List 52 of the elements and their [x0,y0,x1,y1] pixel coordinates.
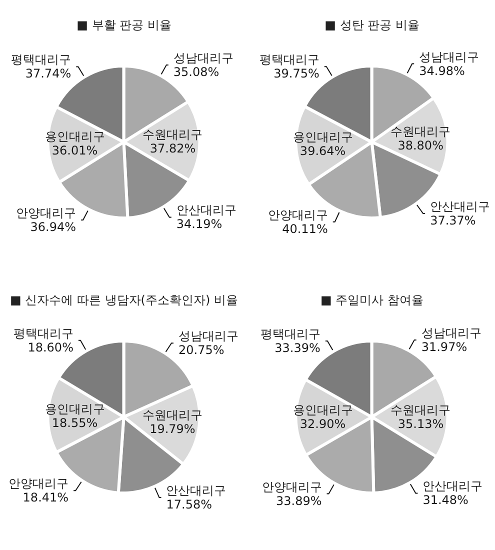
chart-title: ■ 신자수에 따른 냉담자(주소확인자) 비율 [10,293,238,307]
slice-label: 안산대리구 [166,484,226,498]
slice-label: 안산대리구 [430,199,490,214]
slice-label: 성남대리구 [178,329,238,344]
data-label: 38.80% [397,138,443,152]
data-label: 35.13% [397,416,444,431]
slice-label: 평택대리구 [13,326,74,340]
slice-label: 수원대리구 [142,127,203,142]
slice-label: 평택대리구 [11,52,72,67]
data-label: 39.75% [273,66,319,81]
data-label: 31.48% [422,493,468,508]
data-label: 32.90% [299,417,346,432]
data-label: 31.97% [420,340,467,354]
data-label: 20.75% [178,343,224,358]
data-label: 34.19% [176,217,222,232]
data-label: 33.39% [274,340,320,355]
data-label: 37.37% [430,213,476,228]
slice-label: 수원대리구 [390,402,450,417]
slice-label: 성남대리구 [420,326,481,340]
slice-label: 안양대리구 [267,208,328,222]
slice-label: 수원대리구 [142,408,202,422]
slice-label: 안산대리구 [176,203,236,218]
data-label: 35.08% [173,65,220,80]
slice-label: 용인대리구 [292,403,352,418]
data-label: 36.94% [30,220,76,234]
slice-label: 안양대리구 [8,476,69,491]
slice-label: 성남대리구 [418,50,479,64]
data-label: 39.64% [299,144,346,158]
data-label: 18.41% [22,490,69,505]
data-label: 37.82% [150,141,196,156]
data-label: 19.79% [150,422,196,436]
chart-title: ■ 주일미사 참여율 [320,293,423,307]
data-label: 40.11% [282,222,328,236]
data-label: 18.60% [28,340,74,354]
slice-label: 안산대리구 [422,479,482,494]
data-label: 33.89% [275,494,322,508]
chart-title: ■ 부활 판공 비율 [76,18,172,32]
chart-title: ■ 성탄 판공 비율 [324,18,419,32]
slice-label: 용인대리구 [44,402,105,416]
slice-label: 평택대리구 [258,52,319,67]
slice-label: 안양대리구 [261,480,322,494]
slice-label: 성남대리구 [173,51,234,66]
data-label: 36.01% [52,144,98,158]
data-label: 18.55% [52,416,98,430]
slice-label: 수원대리구 [390,124,450,138]
slice-label: 용인대리구 [44,130,105,144]
slice-label: 안양대리구 [16,206,76,220]
data-label: 37.74% [25,66,72,81]
slice-label: 평택대리구 [260,326,320,341]
slice-label: 용인대리구 [292,130,352,144]
data-label: 34.98% [418,64,464,78]
data-label: 17.58% [166,498,212,512]
